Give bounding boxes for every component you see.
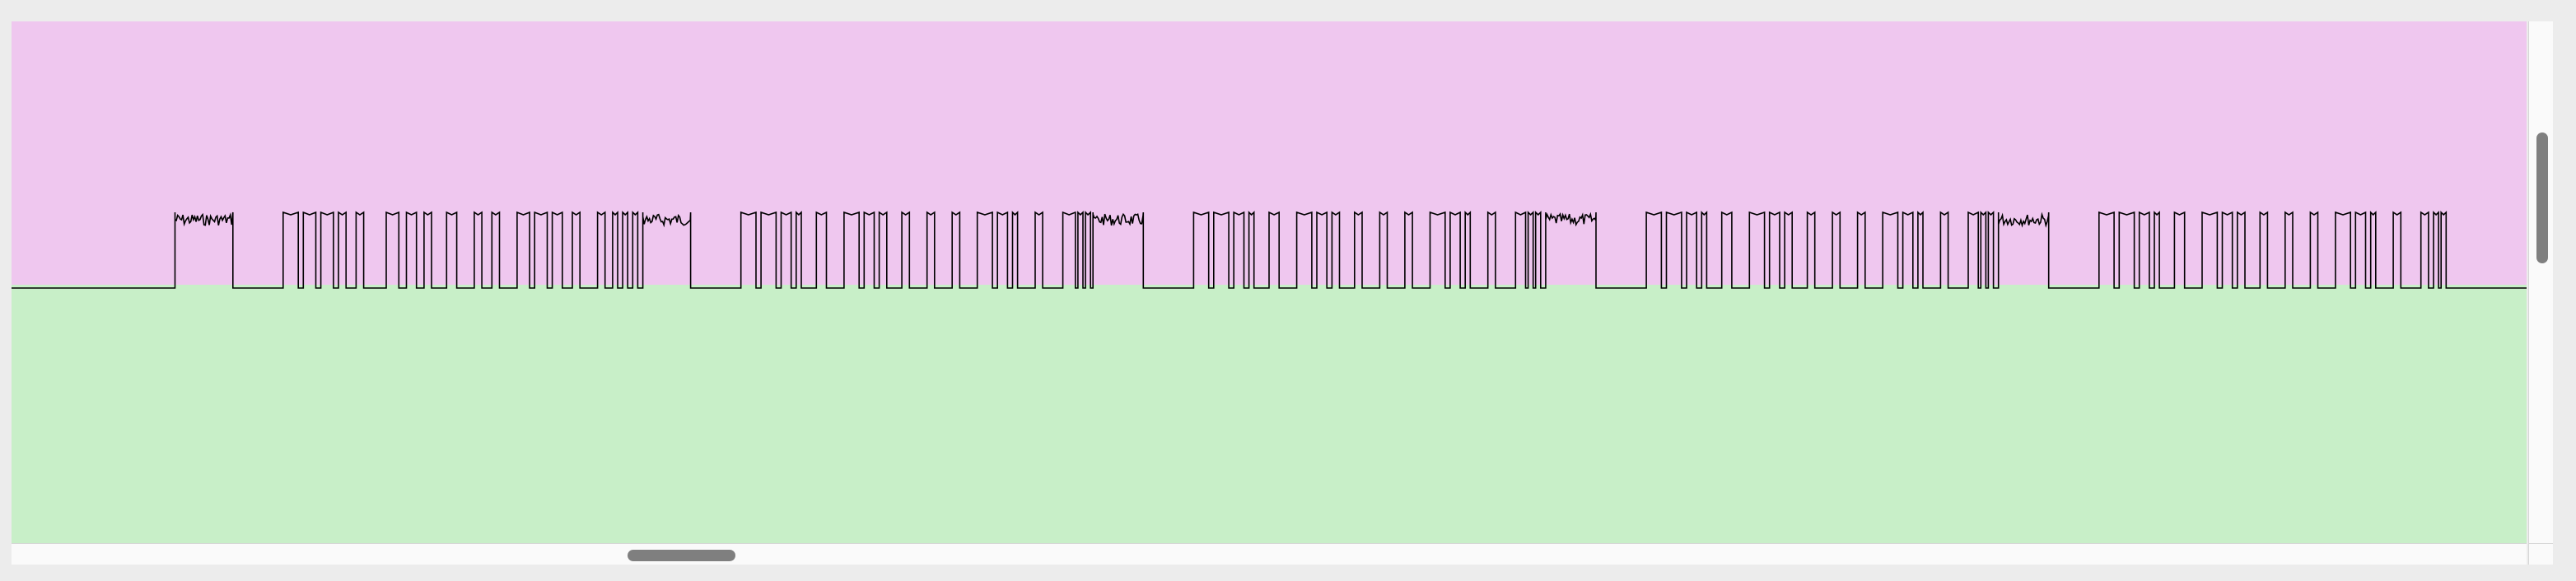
scrollbar-corner: [2528, 543, 2553, 565]
lower-selection-region: [12, 285, 2527, 543]
horizontal-scrollbar-thumb[interactable]: [628, 550, 735, 561]
vertical-scrollbar[interactable]: [2528, 21, 2553, 543]
signal-plot-svg[interactable]: [12, 21, 2527, 543]
vertical-scrollbar-thumb[interactable]: [2536, 132, 2548, 263]
signal-plot-area[interactable]: [12, 21, 2527, 543]
signal-trace-line: [12, 211, 2527, 289]
signal-trace-group: [12, 211, 2527, 289]
horizontal-scrollbar[interactable]: [12, 543, 2527, 565]
